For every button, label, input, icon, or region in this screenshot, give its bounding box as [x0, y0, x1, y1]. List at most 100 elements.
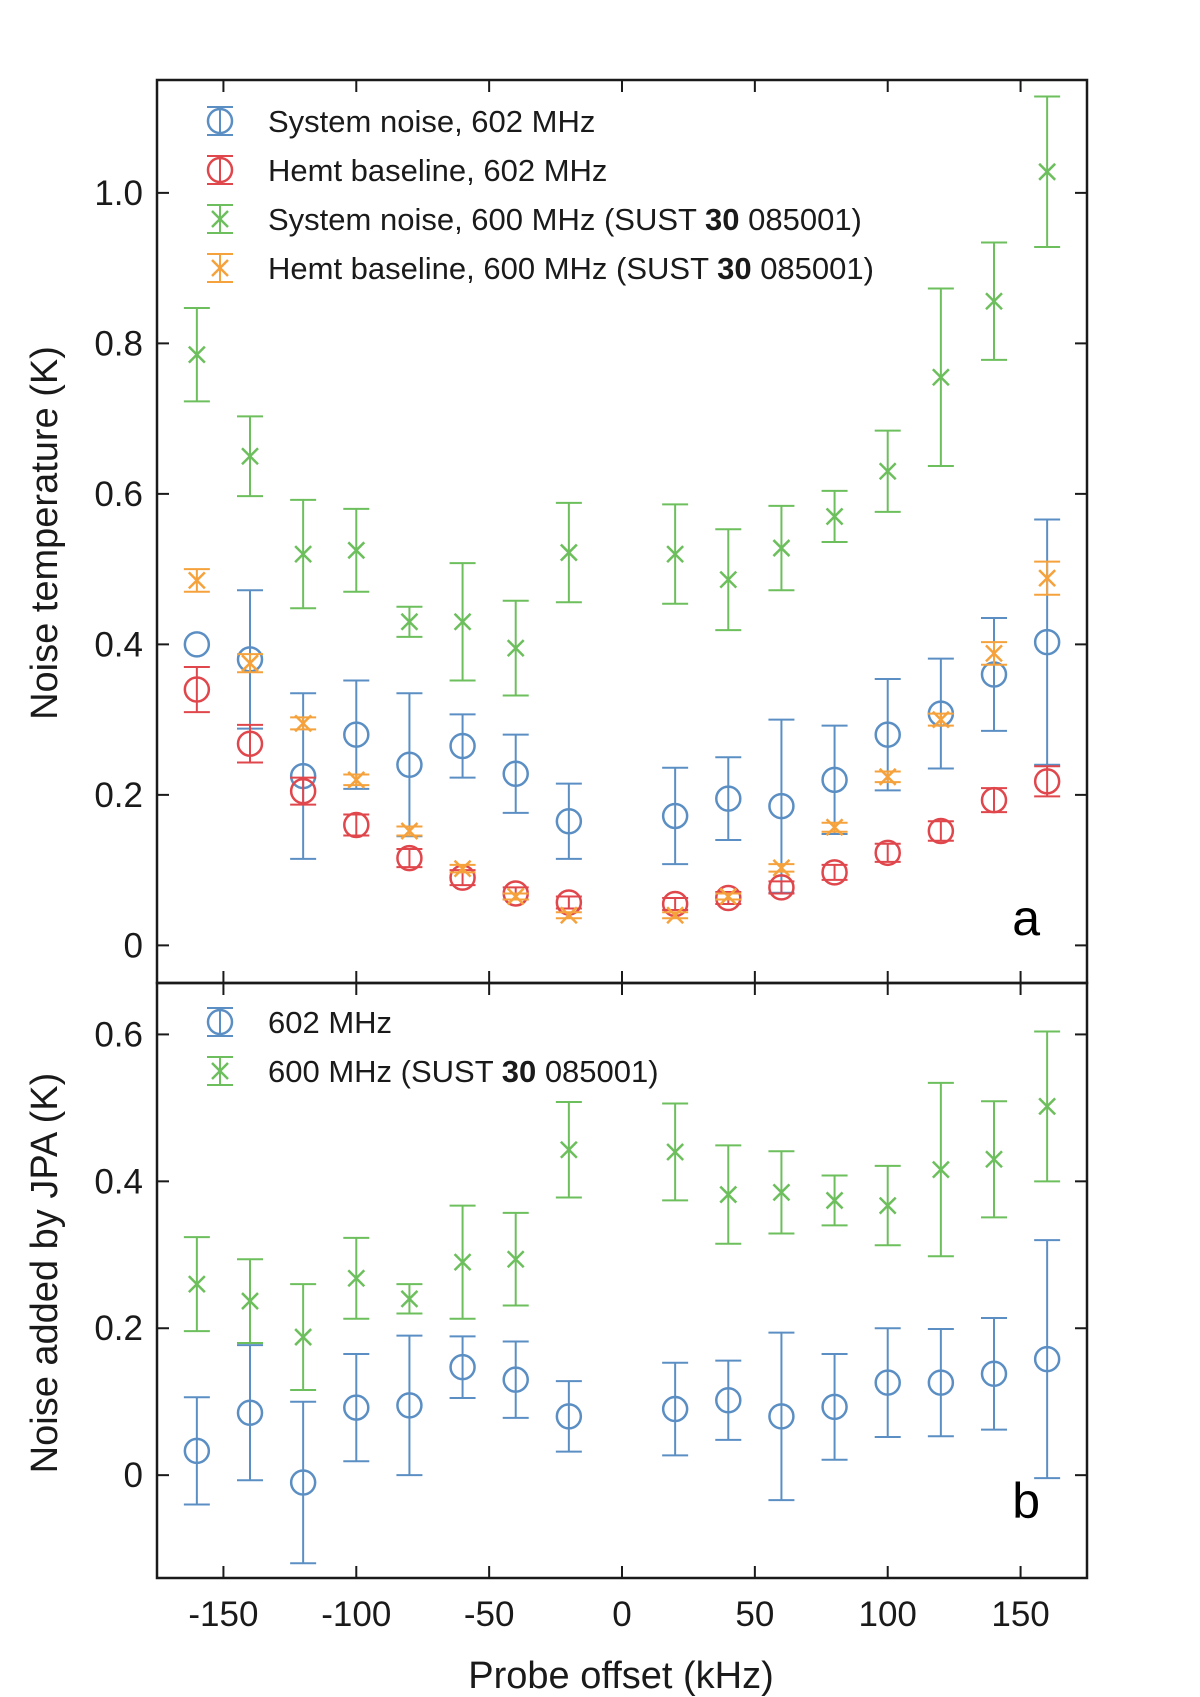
panel-a-series-4-point-stroke-2: [985, 644, 1003, 663]
panel-b-series-2-point-stroke-2: [400, 1289, 419, 1308]
panel-a-legend-errorbar: [207, 106, 233, 136]
panel-a-series-1-errorbar: [715, 756, 742, 842]
panel-frames: 0 0.2 0.4 0.6 0.8 1.0 0 0.2 0.4 0.6 -150 -100 -50 0 50…: [94, 78, 1089, 1634]
panel-b-series-2-point-stroke-2: [931, 1160, 950, 1179]
panel-b-series-1-errorbar: [768, 1331, 795, 1502]
panel-b-series-2-point-stroke-2: [506, 1250, 525, 1269]
panel-b-series-2-point-stroke-2: [453, 1253, 472, 1272]
panel-a-series-3-point: [985, 292, 1003, 311]
panel-a-series-3-point: [825, 507, 844, 526]
legend-text-part: 085001): [752, 251, 874, 286]
panel-a-series-2-errorbar: [555, 895, 582, 910]
panel-b-series-2-point-stroke-2: [347, 1269, 366, 1288]
panel-a-series-3-point-stroke-2: [559, 543, 578, 562]
panel-a-legend: System noise, 602 MHz Hemt baseline, 602 …: [206, 104, 874, 286]
panel-b-series-1-errorbar: [449, 1335, 476, 1400]
panel-b-series-1-point: [768, 1403, 795, 1430]
panel-b-legend-entry: 602 MHz: [268, 1005, 392, 1040]
panel-a-ytick-label: 0: [124, 926, 143, 965]
panel-a-series-1-point: [661, 802, 689, 830]
panel-a-series-3-point: [772, 539, 791, 557]
panel-b-series-1-errorbar: [237, 1344, 263, 1482]
panel-a-series-3-point: [1038, 162, 1057, 181]
panel-a-series-3-point-stroke-2: [985, 292, 1003, 311]
panel-a-series-4-point-stroke-2: [825, 818, 844, 837]
panel-a-series-2-errorbar: [1034, 765, 1061, 798]
panel-a-series-1-errorbar: [981, 617, 1007, 732]
legend-text-part: System noise, 600 MHz (SUST: [268, 202, 705, 237]
panel-b-series-2-point-stroke-2: [666, 1143, 685, 1161]
panel-b-series-2-point-stroke-2: [985, 1150, 1003, 1169]
panel-a-series-2-errorbar: [343, 813, 370, 837]
panel-a-series-4-point: [400, 822, 419, 840]
panel-a-legend-entry: Hemt baseline, 600 MHz (SUST 30 085001): [268, 251, 874, 286]
panel-b-series-2-point: [1038, 1097, 1057, 1116]
panel-a-series-3-point: [241, 447, 259, 466]
panel-a-series-1-errorbar: [449, 713, 476, 779]
panel-a-series-3-point-stroke-2: [453, 612, 472, 631]
panel-a-series-2-errorbar: [662, 896, 689, 912]
panel-b-series-1-errorbar: [396, 1334, 423, 1477]
panel-b-legend-marker-stroke-2: [211, 1062, 229, 1080]
panel-b-legend-entry: 600 MHz (SUST 30 085001): [268, 1054, 659, 1089]
panel-b-series-2-point-stroke-2: [878, 1196, 897, 1215]
panel-a-series-4: [183, 560, 1061, 925]
panel-b-ytick-label: 0.2: [94, 1309, 143, 1348]
panel-b-series-1-errorbar: [1034, 1239, 1061, 1480]
panel-b-series-1-errorbar: [821, 1352, 848, 1461]
panel-a-series-1-point: [183, 631, 211, 658]
panel-a-series-2-point: [821, 859, 848, 886]
panel-a-series-2-point: [289, 777, 317, 805]
panel-a-series-3-point-stroke-2: [187, 345, 206, 364]
panel-b-series-2-point: [187, 1275, 206, 1294]
panel-b-series-2-point: [666, 1143, 685, 1161]
panel-a-series-1-point: [555, 807, 583, 835]
panel-b-legend-marker: [206, 1008, 234, 1036]
legend-text-part: 085001): [536, 1054, 658, 1089]
panel-b-series-2-point-stroke-2: [559, 1140, 578, 1159]
x-tick-label: 150: [991, 1595, 1049, 1634]
panel-b-series-2-point-stroke-2: [294, 1328, 313, 1346]
panel-b-series-1-point: [449, 1353, 476, 1381]
panel-b-series-1-point: [343, 1394, 370, 1421]
panel-b-series-2-point-stroke-2: [772, 1183, 791, 1202]
panel-b-series-1-errorbar: [927, 1327, 954, 1438]
panel-a-series-4-point: [1038, 569, 1057, 588]
panel-a-series-4-point-stroke-2: [1038, 569, 1057, 588]
panel-b-series-2-point-stroke-2: [187, 1275, 206, 1294]
panel-a-series-2-point: [183, 676, 211, 703]
legend-text-part: 085001): [740, 202, 862, 237]
panel-b-ytick-label: 0: [124, 1456, 143, 1495]
panel-a-legend-marker: [206, 156, 234, 184]
panel-a-series-2-point: [343, 811, 370, 839]
panel-a-series-3-point: [400, 612, 419, 631]
panel-a-series-1-errorbar: [662, 766, 689, 866]
panel-a-series-4-point-stroke-2: [241, 654, 259, 673]
panel-b-series-2-point: [400, 1289, 419, 1308]
panel-b-series-2-point: [772, 1183, 791, 1202]
panel-a-series-4-point-stroke-2: [931, 710, 950, 729]
panel-a-series-4-point: [559, 906, 578, 925]
panel-a-series-1-errorbar: [555, 782, 582, 860]
panel-b-series-2-point: [878, 1196, 897, 1215]
panel-a-legend-marker: [211, 210, 229, 228]
panel-b-series-2-point-stroke-2: [825, 1191, 844, 1210]
panel-a-series-2-point: [236, 730, 264, 757]
panel-b-series-2-point-stroke-2: [1038, 1097, 1057, 1116]
panel-b-series-2-point: [931, 1160, 950, 1179]
panel-b-series-1-point: [183, 1437, 211, 1465]
panel-a-series-2-point: [980, 786, 1008, 814]
panel-a-series-1-point: [874, 721, 901, 748]
panel-b-series-1-point: [715, 1386, 742, 1414]
panel-a-series-4-point-stroke-2: [559, 906, 578, 925]
panel-a-series-4-point-stroke-2: [772, 858, 791, 877]
panel-b-ylabel: Noise added by JPA (K): [24, 1073, 66, 1474]
panel-a-series-3-point: [559, 543, 578, 562]
panel-a-series-3-point-stroke-2: [347, 541, 366, 560]
panel-a-series-4-point-stroke-2: [453, 859, 472, 878]
panel-a-ytick-label: 1.0: [94, 174, 143, 213]
panel-a-series-4-point-stroke-2: [294, 714, 313, 733]
panel-a-ytick-label: 0.6: [94, 475, 143, 514]
panel-a-legend-entry: System noise, 602 MHz: [268, 104, 595, 139]
panel-a-series-1-point: [343, 721, 370, 748]
